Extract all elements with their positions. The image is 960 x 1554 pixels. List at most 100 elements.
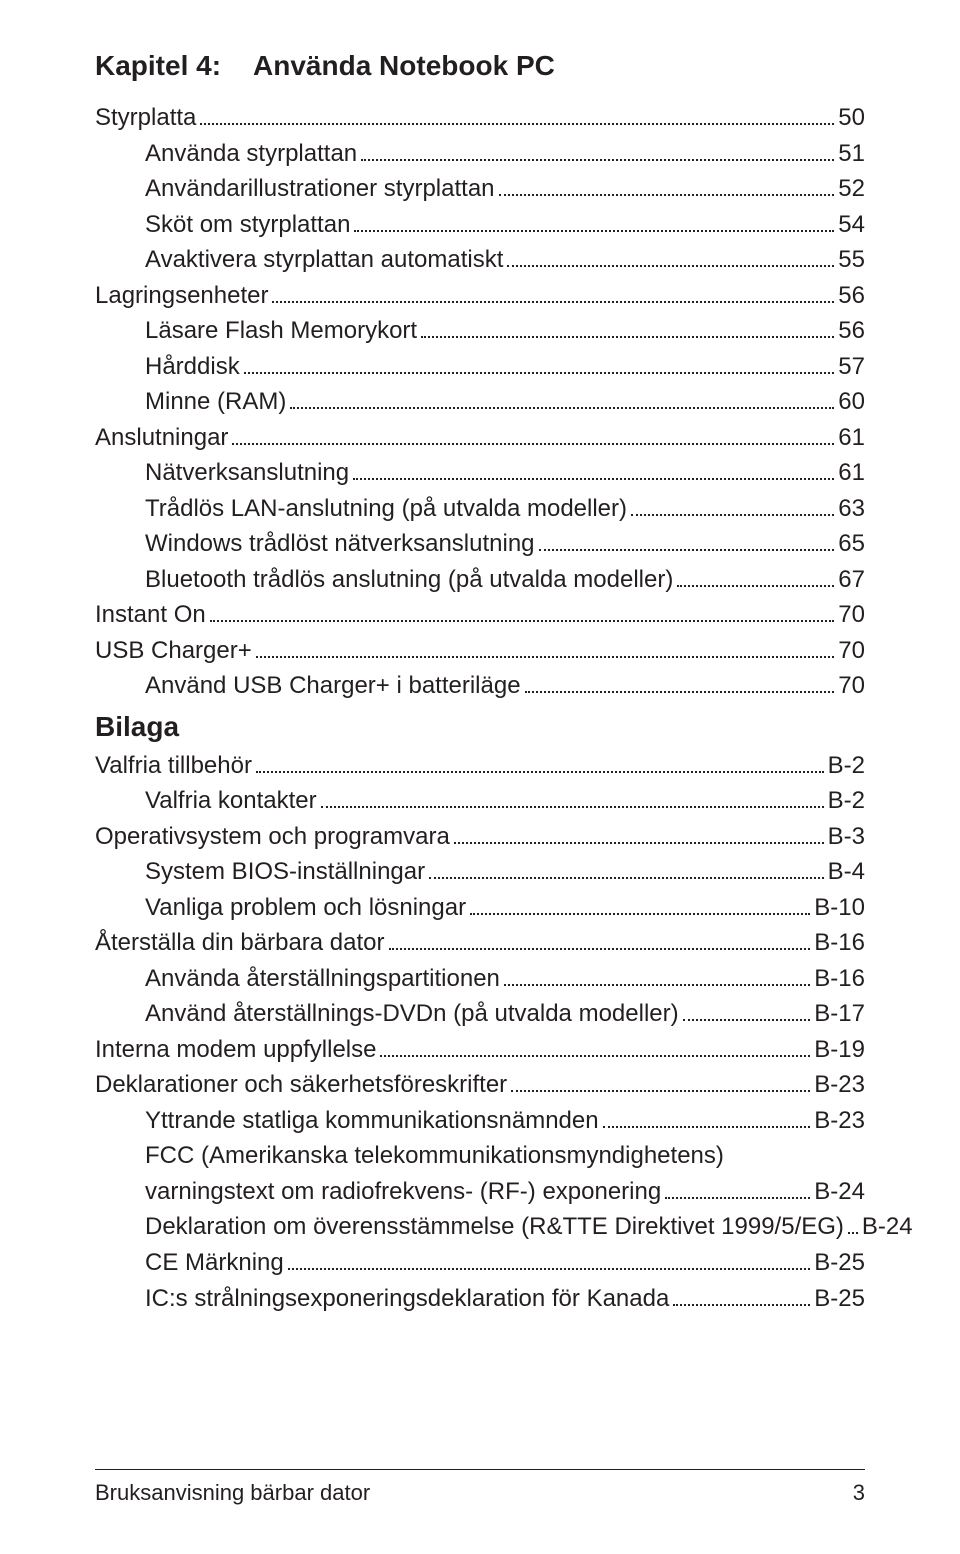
toc-row: Instant On 70 <box>95 597 865 633</box>
toc-row: Operativsystem och programvara B-3 <box>95 819 865 855</box>
toc-row: Lagringsenheter 56 <box>95 278 865 314</box>
toc-label: varningstext om radiofrekvens- (RF-) exp… <box>145 1174 661 1210</box>
toc-label: Styrplatta <box>95 100 196 136</box>
toc-leader-dots <box>361 159 834 161</box>
toc-row: Deklarationer och säkerhetsföreskrifterB… <box>95 1067 865 1103</box>
toc-page: 56 <box>838 313 865 349</box>
toc-leader-dots <box>288 1268 811 1270</box>
toc-leader-dots <box>232 443 834 445</box>
toc-row: USB Charger+70 <box>95 633 865 669</box>
toc-page: 70 <box>838 668 865 704</box>
toc-page: B-17 <box>814 996 865 1032</box>
toc-row: Sköt om styrplattan54 <box>95 207 865 243</box>
chapter-title: Använda Notebook PC <box>253 50 555 82</box>
chapter-heading: Kapitel 4: Använda Notebook PC <box>95 50 865 82</box>
toc-row: Windows trådlöst nätverksanslutning65 <box>95 526 865 562</box>
toc-row: CE Märkning B-25 <box>95 1245 865 1281</box>
toc-page: 51 <box>838 136 865 172</box>
toc-row: Trådlös LAN-anslutning (på utvalda model… <box>95 491 865 527</box>
toc-page: B-19 <box>814 1032 865 1068</box>
toc-label: Deklaration om överensstämmelse (R&TTE D… <box>145 1209 844 1245</box>
toc-leader-dots <box>290 407 834 409</box>
toc-page: 65 <box>838 526 865 562</box>
toc-label: Bluetooth trådlös anslutning (på utvalda… <box>145 562 673 598</box>
toc-label: Återställa din bärbara dator <box>95 925 385 961</box>
toc-row: Minne (RAM) 60 <box>95 384 865 420</box>
toc-label: Minne (RAM) <box>145 384 286 420</box>
toc-label: Trådlös LAN-anslutning (på utvalda model… <box>145 491 627 527</box>
toc-page: B-25 <box>814 1245 865 1281</box>
toc-page: 63 <box>838 491 865 527</box>
toc-row: Vanliga problem och lösningarB-10 <box>95 890 865 926</box>
toc-leader-dots <box>677 585 834 587</box>
toc-row: Användarillustrationer styrplattan 52 <box>95 171 865 207</box>
toc-row: Valfria kontakterB-2 <box>95 783 865 819</box>
toc-leader-dots <box>421 336 834 338</box>
toc-row: IC:s strålningsexponeringsdeklaration fö… <box>95 1281 865 1317</box>
toc-row: Använd återställnings-DVDn (på utvalda m… <box>95 996 865 1032</box>
toc-page: 67 <box>838 562 865 598</box>
toc-label: CE Märkning <box>145 1245 284 1281</box>
toc-row: Använda styrplattan51 <box>95 136 865 172</box>
footer-title: Bruksanvisning bärbar dator <box>95 1480 370 1506</box>
toc-leader-dots <box>256 656 835 658</box>
toc-page: B-25 <box>814 1281 865 1317</box>
toc-leader-dots <box>389 948 811 950</box>
toc-label: Deklarationer och säkerhetsföreskrifter <box>95 1067 507 1103</box>
toc-label: Användarillustrationer styrplattan <box>145 171 495 207</box>
toc-leader-dots <box>256 771 824 773</box>
toc-label: Vanliga problem och lösningar <box>145 890 466 926</box>
toc-label: Avaktivera styrplattan automatiskt <box>145 242 503 278</box>
toc-page: 52 <box>838 171 865 207</box>
toc-page: 60 <box>838 384 865 420</box>
toc-leader-dots <box>272 301 834 303</box>
toc-row: Hårddisk 57 <box>95 349 865 385</box>
toc-leader-dots <box>244 372 835 374</box>
toc-label: Använd USB Charger+ i batteriläge <box>145 668 521 704</box>
toc-leader-dots <box>504 984 810 986</box>
toc-bilaga: Valfria tillbehör B-2Valfria kontakterB-2… <box>95 748 865 1316</box>
toc-page: 50 <box>838 100 865 136</box>
toc-row: Interna modem uppfyllelse B-19 <box>95 1032 865 1068</box>
toc-row: Använd USB Charger+ i batteriläge 70 <box>95 668 865 704</box>
toc-row: Nätverksanslutning 61 <box>95 455 865 491</box>
toc-label: Valfria tillbehör <box>95 748 252 784</box>
toc-leader-dots <box>200 123 834 125</box>
toc-row: Anslutningar61 <box>95 420 865 456</box>
toc-row: Återställa din bärbara dator B-16 <box>95 925 865 961</box>
toc-leader-dots <box>454 842 824 844</box>
toc-label: Hårddisk <box>145 349 240 385</box>
toc-label: Yttrande statliga kommunikationsnämnden <box>145 1103 599 1139</box>
toc-label: Operativsystem och programvara <box>95 819 450 855</box>
toc-label: Lagringsenheter <box>95 278 268 314</box>
toc-page: 57 <box>838 349 865 385</box>
toc-leader-dots <box>603 1126 811 1128</box>
toc-row: Styrplatta 50 <box>95 100 865 136</box>
toc-row: Yttrande statliga kommunikationsnämndenB… <box>95 1103 865 1139</box>
toc-label: Nätverksanslutning <box>145 455 349 491</box>
toc-page: B-4 <box>828 854 865 890</box>
toc-row: Använda återställningspartitionenB-16 <box>95 961 865 997</box>
toc-label: Interna modem uppfyllelse <box>95 1032 376 1068</box>
toc-page: B-16 <box>814 925 865 961</box>
page-footer: Bruksanvisning bärbar dator 3 <box>95 1469 865 1506</box>
toc-leader-dots <box>429 877 824 879</box>
toc-page: 56 <box>838 278 865 314</box>
toc-page: B-2 <box>828 783 865 819</box>
toc-leader-dots <box>499 194 835 196</box>
toc-page: 55 <box>838 242 865 278</box>
toc-leader-dots <box>665 1197 810 1199</box>
toc-label: IC:s strålningsexponeringsdeklaration fö… <box>145 1281 669 1317</box>
footer-page-number: 3 <box>853 1480 865 1506</box>
toc-label: Instant On <box>95 597 206 633</box>
toc-label: Läsare Flash Memorykort <box>145 313 417 349</box>
bilaga-heading: Bilaga <box>95 706 865 748</box>
toc-page: 70 <box>838 597 865 633</box>
toc-leader-dots <box>683 1019 811 1021</box>
toc-page: B-3 <box>828 819 865 855</box>
toc-row: Avaktivera styrplattan automatiskt 55 <box>95 242 865 278</box>
toc-label: Använda återställningspartitionen <box>145 961 500 997</box>
toc-label: FCC (Amerikanska telekommunikationsmyndi… <box>145 1138 865 1174</box>
toc-leader-dots <box>539 549 835 551</box>
toc-page: 61 <box>838 455 865 491</box>
